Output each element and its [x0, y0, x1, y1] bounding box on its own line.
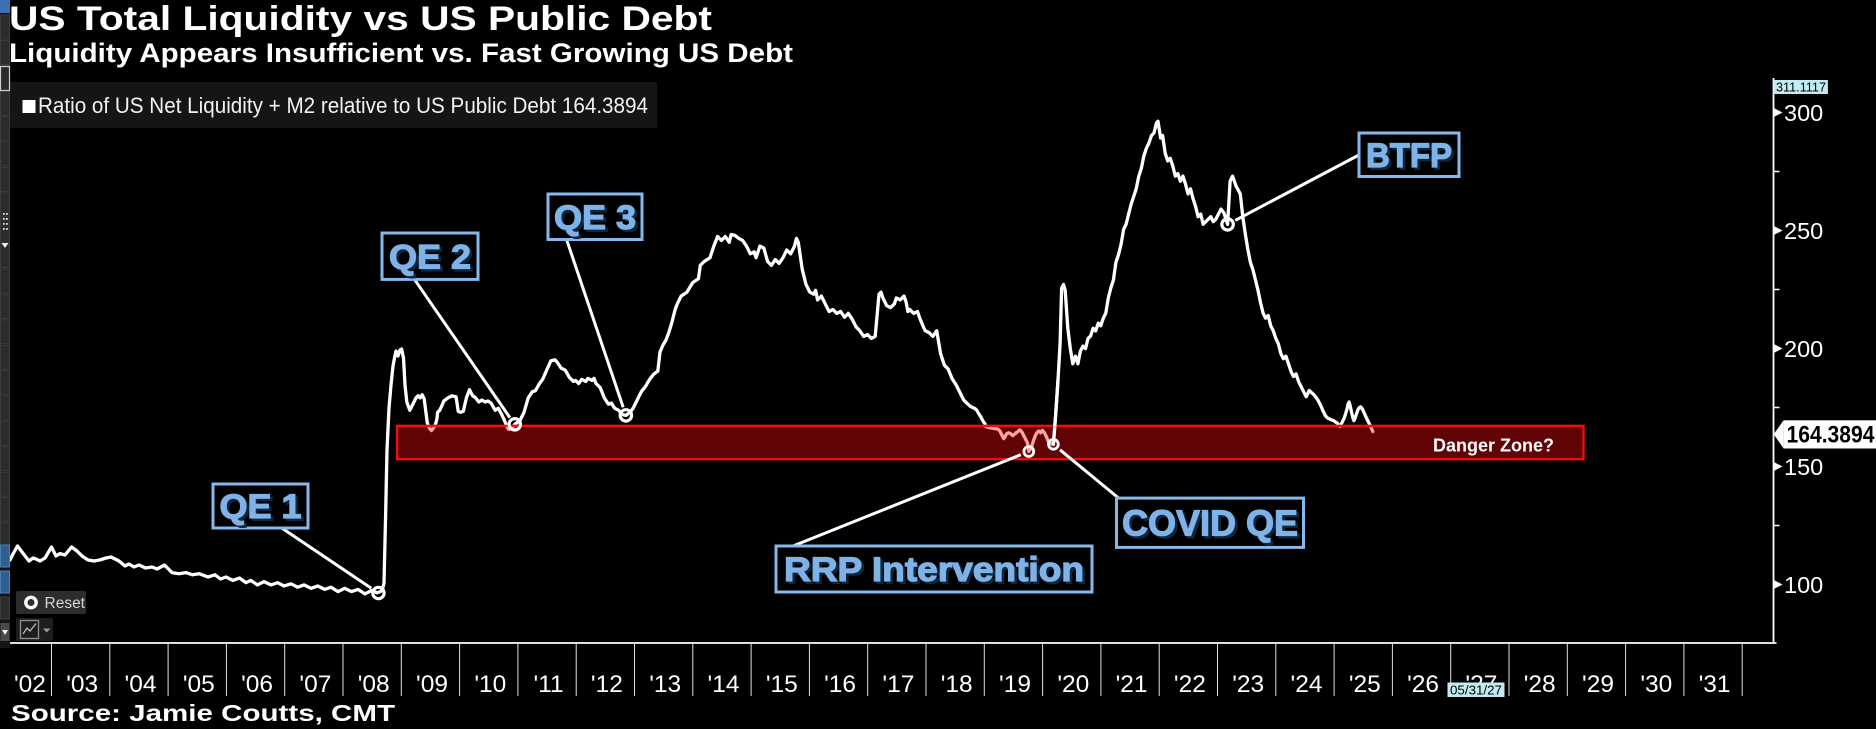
svg-text:QE 1: QE 1	[220, 488, 302, 526]
svg-text:'30: '30	[1640, 671, 1672, 698]
svg-text:Danger Zone?: Danger Zone?	[1433, 436, 1554, 456]
svg-text:Source: Jamie Coutts, CMT: Source: Jamie Coutts, CMT	[11, 700, 396, 726]
svg-text:'17: '17	[882, 671, 914, 698]
svg-text:'06: '06	[241, 671, 273, 698]
svg-text:'05: '05	[183, 671, 215, 698]
svg-text:05/31/27: 05/31/27	[1450, 684, 1502, 698]
svg-text:164.3894: 164.3894	[1787, 422, 1876, 449]
svg-text:'20: '20	[1057, 671, 1089, 698]
svg-text:'02: '02	[14, 671, 46, 698]
svg-text:'29: '29	[1582, 671, 1614, 698]
svg-text:QE 3: QE 3	[557, 201, 639, 239]
svg-text:'18: '18	[941, 671, 973, 698]
svg-text:QE 3: QE 3	[554, 199, 636, 237]
svg-text:RRP Intervention: RRP Intervention	[787, 554, 1087, 592]
svg-text:'16: '16	[824, 671, 856, 698]
svg-text:'14: '14	[708, 671, 740, 698]
svg-text:Reset: Reset	[45, 595, 86, 612]
svg-text:'13: '13	[649, 671, 681, 698]
svg-text:'24: '24	[1291, 671, 1323, 698]
svg-text:US Total Liquidity vs US Publi: US Total Liquidity vs US Public Debt	[9, 0, 712, 38]
svg-text:'07: '07	[299, 671, 331, 698]
svg-text:200: 200	[1784, 336, 1823, 362]
svg-text:'25: '25	[1349, 671, 1381, 698]
svg-text:'19: '19	[999, 671, 1031, 698]
svg-text:300: 300	[1784, 100, 1823, 126]
svg-text:'04: '04	[125, 671, 157, 698]
svg-text:'15: '15	[766, 671, 798, 698]
svg-text:'28: '28	[1524, 671, 1556, 698]
svg-text:Liquidity Appears Insufficient: Liquidity Appears Insufficient vs. Fast …	[9, 38, 793, 68]
svg-text:'22: '22	[1174, 671, 1206, 698]
svg-text:'10: '10	[474, 671, 506, 698]
svg-text:BTFP: BTFP	[1366, 137, 1452, 175]
svg-text:100: 100	[1784, 572, 1823, 598]
svg-text:BTFP: BTFP	[1369, 139, 1455, 177]
svg-text:'26: '26	[1407, 671, 1439, 698]
svg-text:250: 250	[1784, 218, 1823, 244]
svg-text:'03: '03	[66, 671, 98, 698]
svg-text:'21: '21	[1116, 671, 1148, 698]
svg-text:'11: '11	[534, 671, 564, 698]
svg-text:'23: '23	[1232, 671, 1264, 698]
svg-text:'31: '31	[1699, 671, 1731, 698]
svg-text:'09: '09	[416, 671, 448, 698]
svg-text:RRP Intervention: RRP Intervention	[784, 551, 1084, 589]
svg-text:311.1117: 311.1117	[1776, 81, 1826, 95]
svg-text:Ratio of US Net Liquidity + M2: Ratio of US Net Liquidity + M2 relative …	[38, 93, 648, 118]
svg-text:'12: '12	[591, 671, 623, 698]
svg-text:COVID QE: COVID QE	[1122, 503, 1298, 544]
svg-text:QE 2: QE 2	[392, 241, 474, 279]
svg-text:150: 150	[1784, 454, 1823, 480]
svg-text:'08: '08	[358, 671, 390, 698]
svg-text:QE 1: QE 1	[222, 491, 304, 529]
svg-text:COVID QE: COVID QE	[1125, 505, 1301, 546]
svg-text:QE 2: QE 2	[389, 238, 471, 276]
